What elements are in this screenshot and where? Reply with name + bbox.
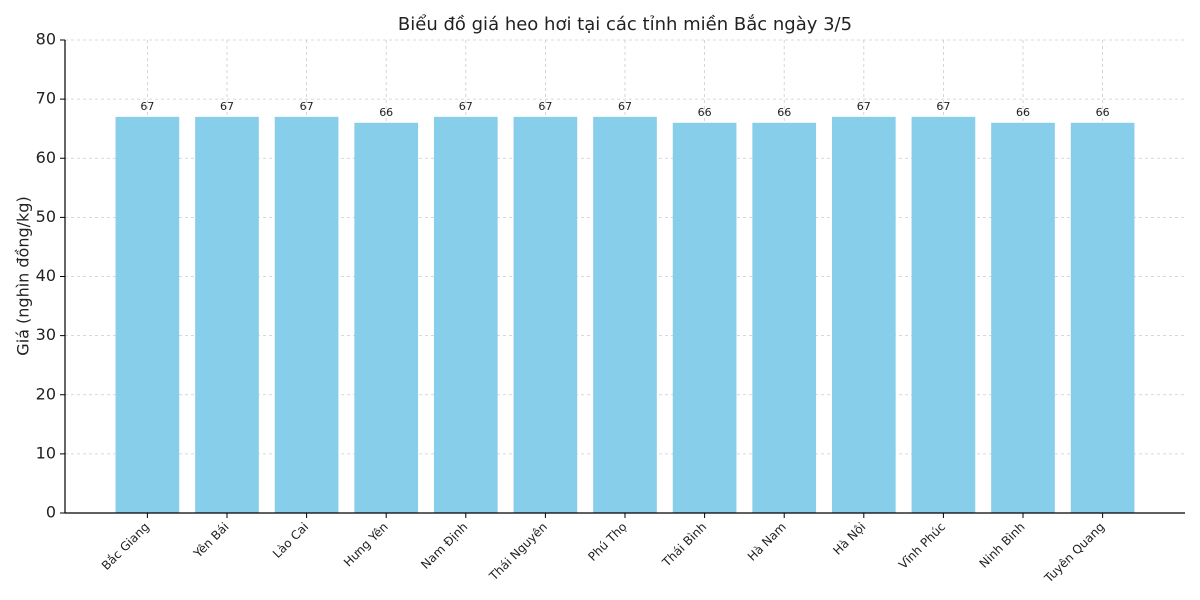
bar — [115, 116, 180, 514]
x-tick-label: Yên Bái — [190, 520, 231, 561]
data-label: 67 — [220, 100, 234, 113]
data-label: 67 — [140, 100, 154, 113]
y-axis-label: Giá (nghìn đồng/kg) — [14, 196, 33, 355]
x-tick-label: Lào Cai — [270, 520, 311, 561]
bar — [195, 116, 259, 514]
data-label: 66 — [1016, 106, 1030, 119]
bar — [513, 116, 578, 514]
data-label: 67 — [459, 100, 473, 113]
x-tick-label: Thái Bình — [659, 520, 709, 570]
data-label: 67 — [936, 100, 950, 113]
bar — [831, 116, 896, 514]
chart-title: Biểu đồ giá heo hơi tại các tỉnh miền Bắ… — [398, 14, 852, 35]
bar — [911, 116, 976, 514]
bar — [1070, 122, 1135, 514]
x-tick-label: Vĩnh Phúc — [896, 520, 948, 572]
bar — [433, 116, 498, 514]
x-tick-label: Nam Định — [418, 520, 470, 572]
bar — [274, 116, 339, 514]
bar — [354, 122, 419, 514]
x-tick-label: Thái Nguyên — [486, 520, 550, 584]
x-tick-label: Phú Thọ — [585, 520, 629, 564]
y-tick-label: 0 — [46, 503, 56, 522]
x-tick-label: Ninh Bình — [977, 520, 1028, 571]
x-tick-label: Hà Nội — [830, 520, 868, 558]
data-label: 67 — [538, 100, 552, 113]
x-tick-label: Tuyên Quang — [1041, 520, 1107, 586]
y-tick-label: 30 — [36, 325, 56, 344]
y-tick-label: 50 — [36, 207, 56, 226]
y-tick-label: 60 — [36, 148, 56, 167]
data-label: 66 — [698, 106, 712, 119]
data-label: 67 — [857, 100, 871, 113]
y-tick-label: 70 — [36, 89, 56, 108]
x-tick-label: Hưng Yên — [341, 520, 391, 570]
bar — [991, 122, 1055, 514]
bar — [593, 116, 657, 514]
x-tick-label: Bắc Giang — [99, 520, 152, 573]
bar — [672, 122, 737, 514]
data-label: 66 — [777, 106, 791, 119]
y-tick-label: 80 — [36, 30, 56, 49]
x-tick-label: Hà Nam — [745, 520, 789, 564]
bar — [752, 122, 817, 514]
y-tick-label: 10 — [36, 443, 56, 462]
data-label: 66 — [379, 106, 393, 119]
data-label: 66 — [1096, 106, 1110, 119]
data-label: 67 — [618, 100, 632, 113]
data-label: 67 — [300, 100, 314, 113]
y-tick-label: 40 — [36, 266, 56, 285]
y-tick-label: 20 — [36, 384, 56, 403]
